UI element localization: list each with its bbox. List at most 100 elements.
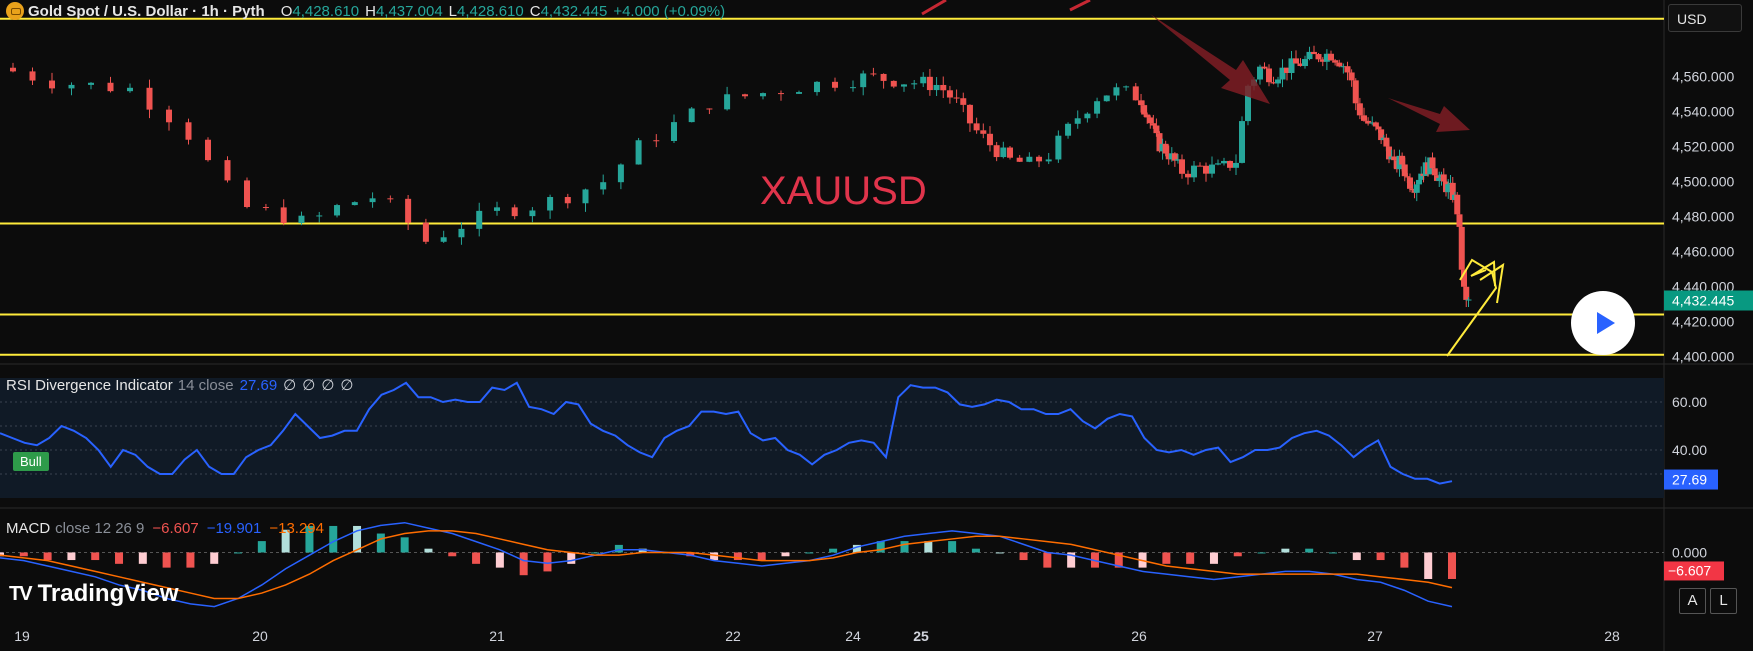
macd-histogram-bar bbox=[1162, 552, 1171, 564]
high-value: 4,437.004 bbox=[375, 2, 443, 20]
candle-body bbox=[1185, 173, 1191, 178]
hidden-plot-icon: ∅ bbox=[340, 377, 354, 394]
candle-body bbox=[1323, 53, 1330, 62]
low-value: 4,428.610 bbox=[457, 2, 524, 20]
candle-body bbox=[1429, 157, 1436, 169]
candle-body bbox=[1156, 133, 1163, 152]
candle-body bbox=[1215, 163, 1221, 165]
candle-body bbox=[1454, 194, 1461, 215]
candle-body bbox=[369, 198, 376, 203]
macd-histogram-bar bbox=[829, 548, 838, 553]
rsi-line bbox=[0, 381, 1453, 485]
candle-body bbox=[1153, 125, 1160, 134]
candle-body bbox=[529, 210, 536, 217]
tradingview-logo[interactable]: TV TradingView bbox=[9, 580, 179, 608]
candle-body bbox=[617, 164, 624, 183]
candle-body bbox=[1162, 143, 1169, 154]
macd-histogram-bar bbox=[710, 552, 719, 561]
macd-histogram-bar bbox=[329, 525, 338, 553]
arrow-fragment bbox=[921, 0, 947, 16]
open-label: O bbox=[280, 2, 293, 20]
time-axis-label: 27 bbox=[1367, 628, 1383, 644]
candle-body bbox=[1297, 63, 1304, 67]
rsi-axis-label: 40.00 bbox=[1672, 442, 1707, 458]
candle-body bbox=[1257, 66, 1263, 80]
macd-histogram-bar bbox=[281, 529, 290, 553]
candle-body bbox=[1436, 177, 1443, 181]
macd-histogram-bar bbox=[1400, 552, 1409, 568]
candle-body bbox=[29, 71, 36, 81]
candle-body bbox=[760, 93, 766, 97]
macd-histogram-bar bbox=[67, 552, 76, 561]
signal-line bbox=[0, 530, 1453, 600]
candle-body bbox=[1036, 156, 1043, 162]
histogram-value: −13.294 bbox=[269, 520, 324, 537]
candle-body bbox=[688, 108, 695, 123]
macd-histogram-bar bbox=[19, 552, 28, 557]
candle-body bbox=[966, 104, 973, 124]
macd-legend[interactable]: MACD close 12 26 9 −6.607 −19.901 −13.294 bbox=[6, 520, 324, 537]
candle-body bbox=[1465, 299, 1472, 301]
time-axis-label: 26 bbox=[1131, 628, 1147, 644]
candle-body bbox=[476, 210, 483, 229]
candle-body bbox=[960, 98, 967, 105]
price-axis-label: 4,460.000 bbox=[1672, 244, 1734, 260]
candle-body bbox=[1352, 80, 1359, 104]
symbol-title[interactable]: Gold Spot / U.S. Dollar · 1h · Pyth bbox=[28, 2, 265, 20]
candle-body bbox=[1239, 121, 1245, 163]
hidden-plot-icon: ∅ bbox=[321, 377, 335, 394]
macd-histogram-bar bbox=[591, 552, 600, 554]
rsi-band bbox=[0, 378, 1664, 498]
candle-body bbox=[49, 80, 55, 89]
auto-scale-button[interactable]: A bbox=[1679, 588, 1706, 614]
macd-histogram-bar bbox=[43, 552, 52, 561]
candle-body bbox=[953, 97, 960, 99]
candle-body bbox=[1336, 62, 1343, 67]
macd-histogram-bar bbox=[472, 552, 481, 564]
macd-histogram-bar bbox=[1305, 548, 1314, 553]
macd-histogram-bar bbox=[1067, 552, 1076, 568]
macd-value-label: −6.607 bbox=[1668, 562, 1711, 578]
candle-body bbox=[107, 82, 114, 92]
candle-body bbox=[1245, 85, 1251, 122]
candle-body bbox=[911, 83, 918, 85]
macd-histogram-bar bbox=[924, 541, 933, 553]
candle-body bbox=[1209, 164, 1215, 174]
candle-body bbox=[940, 84, 947, 91]
log-scale-button[interactable]: L bbox=[1710, 588, 1737, 614]
candle-body bbox=[1221, 160, 1227, 164]
gold-coin-icon bbox=[6, 2, 24, 20]
candle-body bbox=[920, 76, 927, 84]
candle-body bbox=[1461, 269, 1467, 287]
macd-params: close 12 26 9 bbox=[55, 520, 145, 537]
candle-body bbox=[262, 207, 269, 209]
macd-histogram-bar bbox=[495, 552, 504, 568]
down-arrow-icon bbox=[1150, 14, 1270, 104]
candle-body bbox=[1113, 87, 1120, 96]
macd-histogram-bar bbox=[1114, 552, 1123, 568]
macd-histogram-bar bbox=[733, 552, 742, 561]
candle-body bbox=[224, 160, 231, 181]
candle-body bbox=[1165, 153, 1172, 160]
candle-body bbox=[1000, 147, 1007, 158]
candle-body bbox=[1074, 118, 1081, 124]
candle-body bbox=[1369, 122, 1376, 124]
candle-body bbox=[1344, 66, 1351, 73]
candle-body bbox=[494, 207, 500, 211]
currency-selector[interactable]: USD bbox=[1668, 4, 1742, 32]
candle-body bbox=[88, 82, 94, 85]
candle-body bbox=[1293, 58, 1299, 64]
price-axis-label: 4,560.000 bbox=[1672, 69, 1734, 85]
rsi-legend[interactable]: RSI Divergence Indicator 14 close 27.69 ∅ ∅ ∅… bbox=[6, 376, 353, 394]
macd-value: −6.607 bbox=[152, 520, 199, 537]
macd-histogram-bar bbox=[686, 552, 695, 557]
macd-histogram-bar bbox=[519, 552, 528, 576]
candle-body bbox=[1227, 160, 1233, 168]
play-button[interactable] bbox=[1571, 291, 1635, 355]
candle-body bbox=[1375, 126, 1382, 130]
candle-body bbox=[1284, 67, 1290, 73]
candle-body bbox=[68, 84, 75, 89]
candle-body bbox=[547, 197, 554, 211]
candle-body bbox=[1171, 153, 1178, 161]
